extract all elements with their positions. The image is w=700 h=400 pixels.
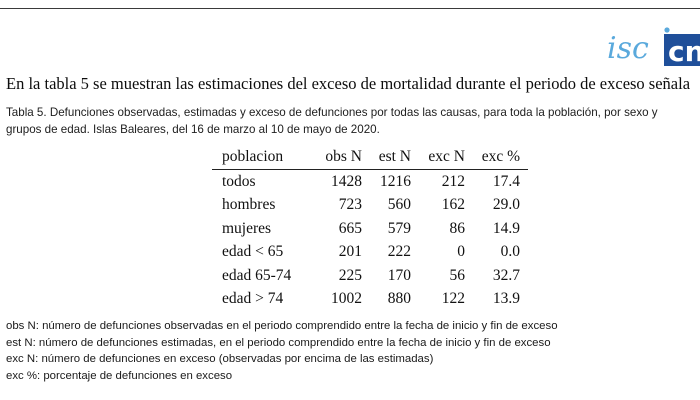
- cell-exc-n: 162: [441, 196, 465, 214]
- cell-obs-n: 225: [338, 266, 362, 284]
- cell-obs-n: 201: [338, 243, 362, 261]
- header-obs-n: obs N: [316, 145, 362, 170]
- cell-est-n: 579: [387, 219, 411, 237]
- cell-exc-n: 122: [441, 290, 465, 308]
- header-poblacion: poblacion: [212, 145, 316, 170]
- table-row: edad < 65 201 222 0 0.0: [212, 241, 528, 265]
- cell-obs-n: 723: [338, 196, 362, 214]
- cell-exc-pct: 17.4: [492, 172, 520, 190]
- logo-dot: [664, 27, 670, 33]
- note-exc-pct: exc %: porcentaje de defunciones en exce…: [6, 369, 233, 382]
- table-row: edad > 74 1002 880 122 13.9: [212, 288, 528, 312]
- cell-poblacion: hombres: [222, 196, 276, 214]
- cell-obs-n: 1428: [331, 172, 362, 190]
- cell-exc-n: 212: [441, 172, 465, 190]
- cell-exc-pct: 29.0: [492, 196, 520, 214]
- cell-poblacion: edad 65-74: [222, 266, 292, 284]
- cell-exc-pct: 13.9: [492, 290, 520, 308]
- table-caption: Tabla 5. Defunciones observadas, estimad…: [6, 104, 700, 138]
- header-exc-n: exc N: [411, 145, 465, 170]
- cell-est-n: 222: [387, 243, 411, 261]
- table-row: edad 65-74 225 170 56 32.7: [212, 264, 528, 288]
- header-rule: [0, 8, 700, 9]
- note-est-n: est N: número de defunciones estimadas, …: [6, 336, 551, 349]
- header-exc-pct: exc %: [465, 145, 528, 170]
- cell-est-n: 170: [387, 266, 411, 284]
- mortality-table: poblacion obs N est N exc N exc % todos …: [212, 145, 528, 311]
- cell-obs-n: 1002: [331, 290, 362, 308]
- caption-line-1: Tabla 5. Defunciones observadas, estimad…: [6, 106, 658, 119]
- table-row: todos 1428 1216 212 17.4: [212, 170, 528, 194]
- intro-paragraph: En la tabla 5 se muestran las estimacion…: [6, 74, 691, 93]
- cell-exc-n: 86: [449, 219, 466, 237]
- cell-exc-pct: 0.0: [500, 243, 520, 261]
- isciii-logo: isc cn: [607, 27, 700, 68]
- logo-text-isc: isc: [607, 31, 649, 66]
- table-header-row: poblacion obs N est N exc N exc %: [212, 145, 528, 170]
- cell-est-n: 560: [387, 196, 411, 214]
- cell-exc-n: 56: [449, 266, 466, 284]
- table-notes: obs N: número de defunciones observadas …: [6, 318, 558, 384]
- logo-block: [664, 34, 700, 66]
- logo-text-cn: cn: [668, 35, 700, 68]
- cell-obs-n: 665: [338, 219, 362, 237]
- note-exc-n: exc N: número de defunciones en exceso (…: [6, 353, 434, 365]
- cell-poblacion: edad > 74: [222, 290, 284, 308]
- cell-poblacion: todos: [222, 172, 256, 190]
- cell-exc-pct: 32.7: [492, 266, 520, 284]
- table-row: hombres 723 560 162 29.0: [212, 194, 528, 218]
- caption-line-2: grupos de edad. Islas Baleares, del 16 d…: [6, 123, 380, 136]
- note-obs-n: obs N: número de defunciones observadas …: [6, 320, 558, 332]
- cell-poblacion: edad < 65: [222, 243, 284, 261]
- cell-est-n: 880: [387, 290, 411, 308]
- table-row: mujeres 665 579 86 14.9: [212, 217, 528, 241]
- cell-poblacion: mujeres: [222, 219, 272, 237]
- cell-exc-pct: 14.9: [492, 219, 520, 237]
- header-est-n: est N: [362, 145, 411, 170]
- cell-est-n: 1216: [380, 172, 411, 190]
- cell-exc-n: 0: [457, 243, 465, 261]
